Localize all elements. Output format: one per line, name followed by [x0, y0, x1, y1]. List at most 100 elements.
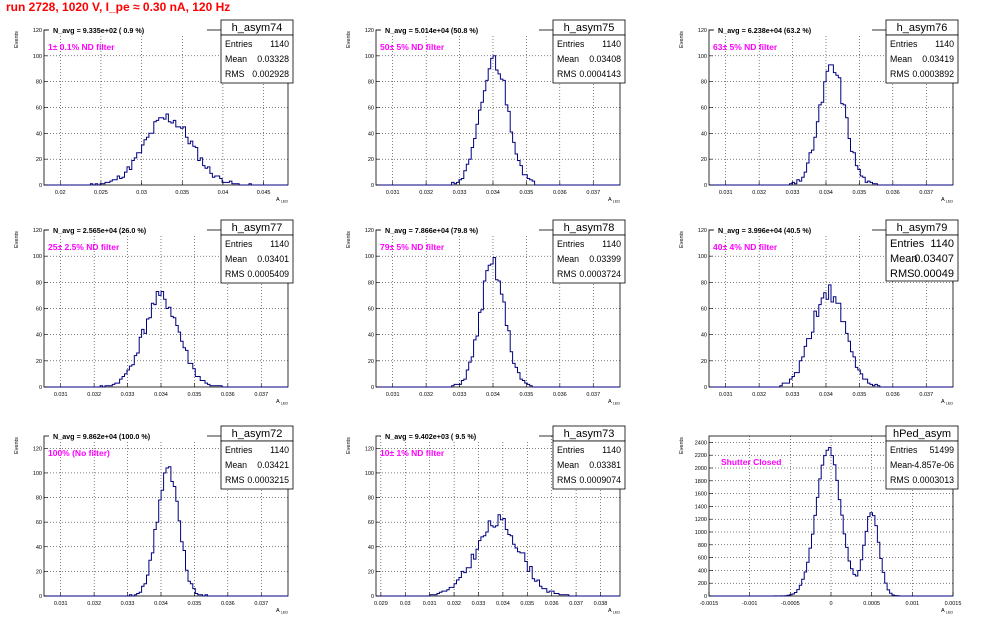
y-tick-label: 80 — [36, 80, 42, 86]
y-tick-label: 40 — [36, 333, 42, 339]
y-axis-title: Events — [14, 31, 20, 48]
histogram-line — [44, 466, 288, 597]
histogram-panel-h_asym74: 0.02 0.025 0.03 0.035 0.04 0.045 0 20 40 60 80 100 1… — [14, 19, 294, 204]
x-tick-label: 0.036 — [221, 601, 235, 607]
x-tick-label: 0.037 — [586, 392, 600, 398]
stats-value: 0.0003013 — [912, 475, 954, 485]
x-tick-label: 0.034 — [496, 601, 510, 607]
x-tick-label: 0.036 — [545, 601, 559, 607]
x-tick-label: 0.045 — [257, 190, 271, 196]
y-axis-title: Events — [679, 231, 685, 248]
x-tick-label: 0.031 — [719, 190, 733, 196]
x-tick-label: 0.035 — [853, 190, 867, 196]
stats-label: Mean — [890, 54, 912, 64]
x-axis-title: A LED — [276, 608, 288, 615]
x-tick-label: 0.034 — [819, 392, 833, 398]
y-tick-label: 100 — [698, 254, 707, 260]
stats-value: -4.857e-06 — [911, 460, 954, 470]
filter-label: Shutter Closed — [721, 457, 781, 467]
filter-label: 100% (No filter) — [48, 448, 110, 458]
x-tick-label: 0.031 — [54, 392, 68, 398]
stats-label: Entries — [557, 239, 585, 249]
x-tick-label: 0.035 — [853, 392, 867, 398]
x-tick-label: 0.035 — [188, 601, 202, 607]
y-tick-label: 120 — [33, 446, 42, 452]
stats-box — [220, 34, 294, 84]
hist-name: h_asym78 — [564, 222, 615, 234]
filter-label: 63± 5% ND filter — [713, 42, 778, 52]
stats-box — [885, 440, 959, 490]
x-tick-label: 0.032 — [419, 392, 433, 398]
y-tick-label: 80 — [701, 280, 707, 286]
y-axis-title: Events — [14, 231, 20, 248]
stats-label: Entries — [225, 39, 253, 49]
y-tick-label: 80 — [36, 496, 42, 502]
stats-value: 0.00049 — [914, 268, 954, 280]
stats-value: 1140 — [270, 445, 289, 455]
y-tick-label: 0 — [371, 594, 374, 600]
hist-name: h_asym72 — [232, 428, 283, 440]
x-tick-label: -0.001 — [742, 601, 758, 607]
x-tick-label: 0.032 — [419, 190, 433, 196]
x-tick-label: 0.033 — [786, 190, 800, 196]
stats-value: 1140 — [270, 239, 289, 249]
filter-label: 10± 1% ND filter — [380, 448, 445, 458]
y-tick-label: 100 — [33, 54, 42, 60]
x-axis-title: A LED — [941, 197, 953, 204]
y-tick-label: 40 — [368, 131, 374, 137]
filter-label: 40± 4% ND filter — [713, 242, 778, 252]
y-tick-label: 80 — [701, 80, 707, 86]
y-axis-title: Events — [346, 31, 352, 48]
hist-name: h_asym77 — [232, 222, 283, 234]
y-tick-label: 1400 — [695, 504, 707, 510]
y-tick-label: 0 — [371, 183, 374, 189]
hist-name: h_asym74 — [232, 22, 283, 34]
stats-value: 0.002928 — [252, 69, 289, 79]
y-tick-label: 20 — [368, 157, 374, 163]
y-axis-title: Events — [14, 437, 20, 454]
stats-value: 1140 — [930, 238, 954, 250]
y-tick-label: 120 — [33, 228, 42, 234]
y-tick-label: 40 — [36, 545, 42, 551]
stats-label: Mean — [557, 254, 579, 264]
y-tick-label: 200 — [698, 581, 707, 587]
stats-label: RMS — [557, 475, 577, 485]
x-tick-label: 0.036 — [553, 392, 567, 398]
x-tick-label: 0.034 — [154, 601, 168, 607]
y-tick-label: 20 — [36, 157, 42, 163]
navg-box — [381, 428, 539, 442]
stats-value: 1140 — [602, 239, 621, 249]
y-tick-label: 2000 — [695, 466, 707, 472]
histogram-line — [709, 64, 953, 186]
stats-box — [220, 234, 294, 284]
stats-label: Mean — [557, 460, 579, 470]
y-tick-label: 600 — [698, 556, 707, 562]
navg-label: N_avg = 7.866e+04 (79.8 %) — [385, 226, 479, 235]
stats-label: Entries — [890, 445, 918, 455]
y-tick-label: 40 — [368, 545, 374, 551]
y-tick-label: 60 — [368, 106, 374, 112]
stats-label: Entries — [225, 445, 253, 455]
x-tick-label: 0.037 — [254, 392, 268, 398]
y-tick-label: 60 — [368, 307, 374, 313]
stats-value: 0.03381 — [589, 460, 621, 470]
navg-box — [714, 22, 872, 36]
x-tick-label: 0.032 — [87, 392, 101, 398]
navg-box — [49, 222, 207, 236]
stats-value: 0.03399 — [589, 254, 621, 264]
x-tick-label: 0.029 — [374, 601, 388, 607]
y-tick-label: 2200 — [695, 453, 707, 459]
x-tick-label: 0.025 — [94, 190, 108, 196]
y-tick-label: 1600 — [695, 492, 707, 498]
y-axis-title: Events — [346, 437, 352, 454]
stats-box — [552, 234, 626, 284]
histogram-panel-h_asym72: 0.031 0.032 0.033 0.034 0.035 0.036 0.037 0 20 40… — [14, 425, 294, 615]
x-tick-label: 0.032 — [752, 392, 766, 398]
stats-value: 0.0003215 — [247, 475, 289, 485]
stats-value: 0.03401 — [257, 254, 289, 264]
stats-label: Mean — [890, 253, 918, 265]
x-tick-label: 0.035 — [520, 392, 534, 398]
stats-label: RMS — [225, 269, 245, 279]
histogram-line — [44, 291, 288, 388]
